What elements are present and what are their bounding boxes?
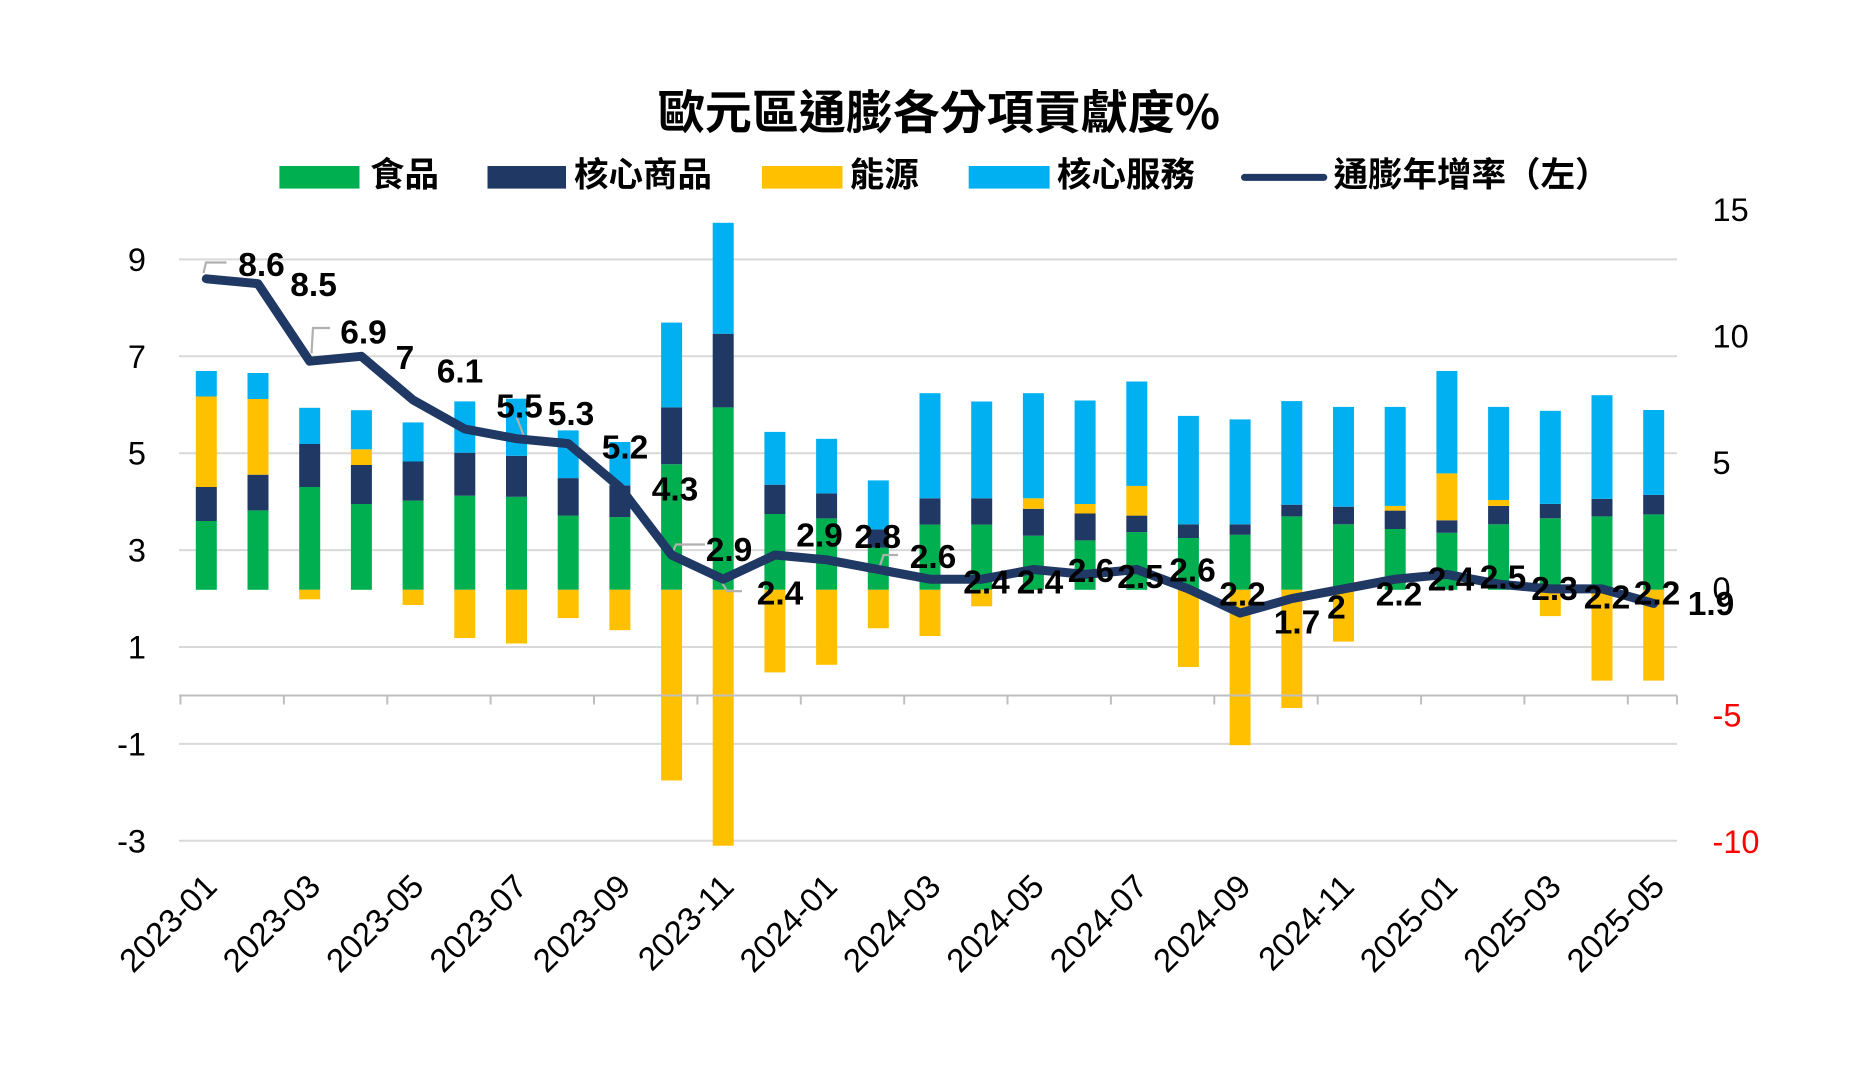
svg-text:8.5: 8.5	[290, 267, 337, 304]
svg-text:2.4: 2.4	[1017, 565, 1064, 602]
svg-text:5.5: 5.5	[496, 389, 543, 426]
svg-text:2.6: 2.6	[1169, 553, 1216, 590]
svg-text:15: 15	[1713, 192, 1749, 228]
svg-text:1.9: 1.9	[1688, 586, 1735, 623]
svg-text:1.7: 1.7	[1274, 605, 1321, 642]
svg-text:2.6: 2.6	[910, 539, 957, 576]
svg-text:2.9: 2.9	[796, 518, 843, 555]
svg-text:3: 3	[128, 533, 146, 569]
svg-text:2.2: 2.2	[1584, 580, 1631, 617]
svg-text:6.1: 6.1	[437, 354, 484, 391]
svg-text:2.5: 2.5	[1117, 559, 1164, 596]
svg-text:2.2: 2.2	[1634, 576, 1681, 613]
svg-text:2.5: 2.5	[1480, 560, 1527, 597]
svg-text:1: 1	[128, 630, 146, 666]
svg-text:-1: -1	[117, 726, 146, 762]
svg-text:4.3: 4.3	[652, 472, 699, 509]
svg-text:-3: -3	[117, 823, 146, 859]
svg-text:0: 0	[1713, 571, 1731, 607]
svg-text:7: 7	[396, 340, 415, 377]
svg-text:9: 9	[128, 242, 146, 278]
svg-text:2.2: 2.2	[1219, 577, 1266, 614]
svg-text:-5: -5	[1713, 698, 1742, 734]
svg-text:5.2: 5.2	[602, 430, 649, 467]
svg-text:5: 5	[128, 436, 146, 472]
svg-text:2: 2	[1327, 589, 1346, 626]
svg-text:2.6: 2.6	[1068, 553, 1115, 590]
svg-text:7: 7	[128, 339, 146, 375]
svg-text:2.9: 2.9	[706, 532, 753, 569]
svg-text:2.2: 2.2	[1376, 577, 1423, 614]
svg-text:6.9: 6.9	[340, 315, 387, 352]
svg-text:5: 5	[1713, 445, 1731, 481]
svg-text:10: 10	[1713, 319, 1749, 355]
svg-text:5.3: 5.3	[548, 396, 595, 433]
svg-text:2.8: 2.8	[854, 519, 901, 556]
svg-text:-10: -10	[1713, 824, 1760, 860]
svg-text:8.6: 8.6	[238, 247, 285, 284]
svg-text:2.3: 2.3	[1531, 571, 1578, 608]
svg-text:2.4: 2.4	[1428, 562, 1475, 599]
svg-text:2.4: 2.4	[963, 565, 1010, 602]
svg-text:2.4: 2.4	[757, 576, 804, 613]
